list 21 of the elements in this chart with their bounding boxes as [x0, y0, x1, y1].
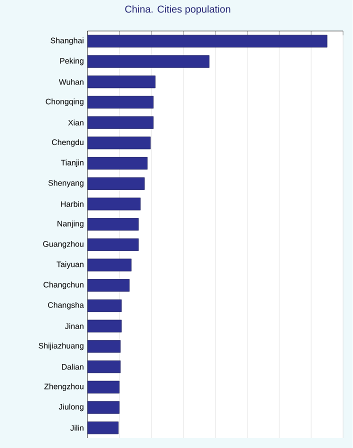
bar — [88, 360, 121, 374]
bar — [88, 320, 122, 332]
bar — [88, 340, 121, 353]
bar — [88, 136, 151, 150]
bar — [88, 116, 154, 129]
bar — [88, 156, 148, 170]
bar — [88, 96, 154, 109]
bar — [88, 198, 141, 210]
chart-title: China. Cities population — [125, 5, 230, 15]
bar — [88, 218, 139, 231]
bar — [88, 401, 120, 414]
bar — [88, 258, 132, 272]
bar — [88, 177, 145, 190]
bar — [88, 34, 328, 48]
bar — [88, 422, 119, 434]
bar — [88, 238, 139, 251]
bar — [88, 76, 156, 88]
bar — [88, 55, 210, 68]
bar — [88, 380, 120, 394]
bar — [88, 279, 130, 292]
bar — [88, 299, 122, 312]
